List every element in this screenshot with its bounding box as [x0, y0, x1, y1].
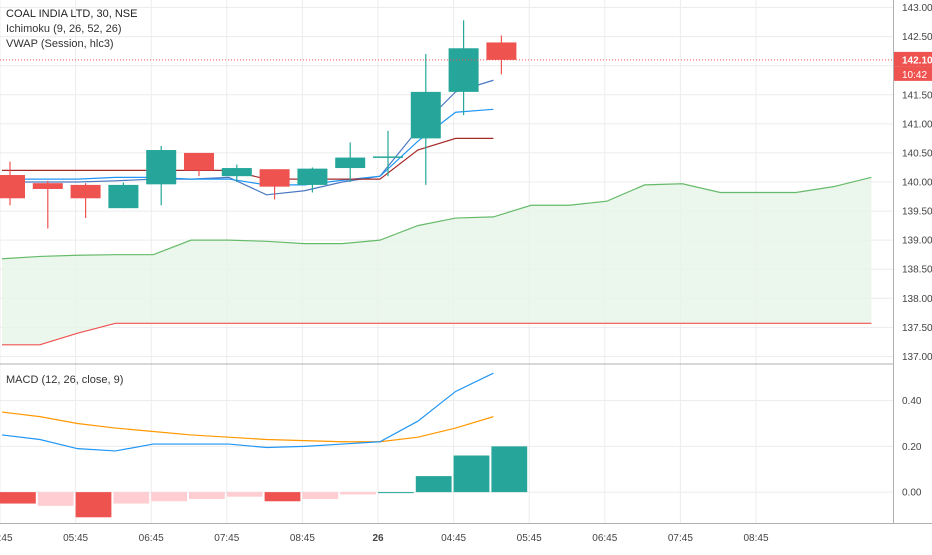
price-tick-label: 138.50: [902, 265, 932, 276]
price-tick-label: 137.50: [902, 323, 932, 334]
price-tick-label: 143.00: [902, 3, 932, 14]
candle-body: [184, 152, 214, 171]
candle-body: [146, 150, 177, 185]
cloud-fill: [2, 177, 872, 345]
candle-body: [32, 183, 63, 189]
candle: [146, 145, 177, 206]
price-tick-label: 140.00: [902, 178, 932, 189]
macd-histogram-bar: [0, 492, 36, 504]
ichimoku-legend: Ichimoku (9, 26, 52, 26): [6, 23, 122, 35]
time-tick-label: 08:45: [290, 533, 315, 544]
price-tick-label: 141.50: [902, 90, 932, 101]
time-tick-label: 05:45: [517, 533, 542, 544]
macd-signal-line: [1, 411, 494, 443]
macd-histogram-bar: [491, 446, 528, 493]
macd-tick-label: 0.20: [902, 442, 922, 453]
candle: [448, 20, 479, 116]
price-tick-label: 142.50: [902, 32, 932, 43]
candle: [184, 152, 214, 177]
price-tick-label: 138.00: [902, 294, 932, 305]
macd-histogram-bar: [226, 492, 263, 497]
time-tick-label: 26: [372, 533, 384, 544]
candle-body: [221, 168, 252, 177]
candle-body: [297, 168, 328, 185]
price-tick-label: 140.50: [902, 148, 932, 159]
candle: [259, 169, 290, 200]
ichimoku-cloud: [1, 176, 872, 346]
candle: [486, 35, 517, 75]
macd-legend: MACD (12, 26, close, 9): [6, 374, 123, 386]
macd-tick-label: 0.40: [902, 396, 922, 407]
countdown-label: 10:42: [902, 70, 927, 81]
candle: [32, 180, 63, 229]
time-tick-label: 07:45: [214, 533, 239, 544]
time-tick-label: 04:45: [441, 533, 466, 544]
candle-body: [486, 42, 517, 60]
candle-body: [335, 157, 366, 169]
cloud-upper-line: [1, 176, 872, 260]
candle-body: [70, 184, 101, 199]
countdown-badge: [894, 66, 932, 81]
price-tick-label: 137.00: [902, 352, 932, 363]
candle: [108, 182, 139, 209]
macd-histogram-bar: [415, 476, 452, 493]
symbol-title: COAL INDIA LTD, 30, NSE: [6, 8, 137, 20]
tenkan-line: [2, 108, 494, 186]
macd-histogram-bar: [189, 492, 225, 499]
macd-histogram-bar: [37, 492, 74, 506]
macd-histogram-bar: [75, 492, 112, 518]
candle: [70, 183, 101, 219]
macd-histogram-bar: [151, 492, 187, 502]
candle: [410, 54, 441, 185]
macd-histogram-bar: [302, 492, 339, 499]
macd-tick-label: 0.00: [902, 488, 922, 499]
macd-axis: 0.00 0.20 0.40: [902, 396, 922, 499]
macd-histogram-bar: [113, 492, 150, 504]
legend: COAL INDIA LTD, 30, NSE Ichimoku (9, 26, …: [6, 8, 137, 386]
time-tick-label: 07:45: [668, 533, 693, 544]
candle-body: [448, 48, 479, 92]
candle-body: [0, 175, 25, 199]
vwap-legend: VWAP (Session, hlc3): [6, 38, 114, 50]
candles: [0, 20, 517, 229]
candle: [373, 130, 403, 177]
cloud-base-line: [2, 322, 872, 346]
price-tick-label: 139.50: [902, 207, 932, 218]
time-tick-label: 04:45: [0, 533, 13, 544]
price-axis: 137.00 137.50 138.00 138.50 139.00 139.50 140.…: [894, 3, 932, 363]
candle: [221, 164, 252, 182]
price-tick-label: 139.00: [902, 236, 932, 247]
time-tick-label: 06:45: [592, 533, 617, 544]
last-price-badge: [894, 51, 932, 67]
macd-histogram-bar: [264, 492, 301, 502]
candle-body: [108, 184, 139, 209]
time-tick-label: 06:45: [139, 533, 164, 544]
candle-body: [410, 91, 441, 139]
candle-body: [259, 169, 290, 187]
candle: [335, 142, 366, 182]
time-tick-label: 05:45: [63, 533, 88, 544]
macd-histogram-bar: [340, 492, 376, 495]
candle-body: [373, 156, 403, 158]
macd-line: [1, 372, 494, 452]
price-tick-label: 141.00: [902, 119, 932, 130]
macd-histogram-bar: [378, 492, 414, 494]
time-tick-label: 08:45: [743, 533, 768, 544]
last-price-label: 142.10: [902, 55, 932, 66]
macd-histogram-bar: [453, 455, 490, 493]
macd-histogram: [0, 446, 528, 518]
candle: [0, 161, 25, 206]
candle: [297, 167, 328, 193]
time-axis: 04:45 05:45 06:45 07:45 08:45 26 04:45 05:45 06:…: [0, 533, 769, 544]
